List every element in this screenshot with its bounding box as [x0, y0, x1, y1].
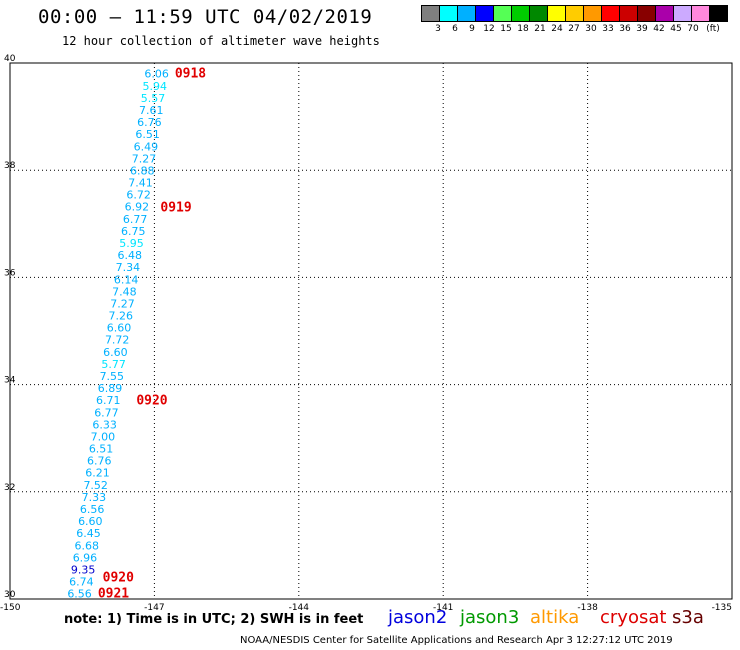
time-stamp-label: 0919 — [160, 201, 191, 216]
wave-height-track: 6.065.945.577.616.766.516.497.276.887.41… — [67, 68, 169, 601]
wave-height-value: 6.45 — [76, 527, 101, 540]
lat-label: 30 — [4, 590, 16, 600]
wave-height-value: 6.56 — [80, 503, 105, 516]
map-frame — [9, 62, 733, 600]
scale-label: 42 — [653, 24, 665, 34]
scale-label: 27 — [568, 24, 580, 34]
legend-altika: altika — [530, 607, 580, 628]
footnote: note: 1) Time is in UTC; 2) SWH is in fe… — [64, 612, 364, 627]
scale-label: 6 — [452, 24, 458, 34]
lon-label: -144 — [289, 603, 310, 613]
wave-height-value: 5.95 — [119, 237, 144, 250]
wave-height-value: 6.92 — [125, 201, 150, 214]
legend-s3a: s3a — [672, 607, 704, 628]
wave-height-value: 6.77 — [94, 406, 119, 419]
wave-height-value: 6.60 — [103, 346, 128, 359]
wave-height-value: 6.56 — [67, 588, 92, 601]
map-subtitle: 12 hour collection of altimeter wave hei… — [62, 34, 380, 48]
scale-label: 18 — [517, 24, 529, 34]
scale-label: 24 — [551, 24, 563, 34]
lon-label: -147 — [144, 603, 164, 613]
wave-height-value: 6.89 — [98, 382, 123, 395]
wave-height-value: 6.60 — [107, 322, 132, 335]
wave-height-color-scale: 3 6 9 12 15 18 21 24 27 30 33 36 39 42 45 70 (ft) — [421, 5, 728, 38]
wave-height-value: 5.77 — [101, 358, 126, 371]
lon-label: -135 — [712, 603, 732, 613]
wave-height-value: 6.76 — [137, 116, 162, 129]
wave-height-value: 6.71 — [96, 394, 121, 407]
scale-label: 45 — [670, 24, 682, 34]
color-swatch — [709, 5, 728, 22]
wave-height-value: 7.61 — [139, 104, 164, 117]
wave-height-value: 7.26 — [109, 310, 134, 323]
wave-height-value: 6.48 — [117, 249, 142, 262]
scale-label: 70 — [687, 24, 699, 34]
scale-unit-label: (ft) — [706, 24, 720, 34]
scale-label: 39 — [636, 24, 648, 34]
lon-label: -138 — [577, 603, 598, 613]
color-swatch-row — [421, 5, 728, 22]
wave-height-value: 6.49 — [134, 140, 159, 153]
wave-height-value: 6.14 — [114, 273, 139, 286]
wave-height-value: 7.41 — [128, 177, 153, 190]
lat-label: 36 — [4, 268, 16, 278]
wave-height-value: 7.33 — [82, 491, 107, 504]
scale-labels: 3 6 9 12 15 18 21 24 27 30 33 36 39 42 45 70 (ft) — [422, 24, 728, 38]
wave-height-value: 6.74 — [69, 576, 94, 589]
scale-label: 21 — [534, 24, 546, 34]
wave-height-value: 6.06 — [144, 68, 169, 81]
wave-height-value: 6.68 — [74, 539, 99, 552]
wave-height-value: 6.88 — [130, 164, 155, 177]
wave-height-value: 6.21 — [85, 467, 110, 480]
lon-label: -150 — [0, 603, 21, 613]
wave-height-value: 7.72 — [105, 334, 130, 347]
wave-height-value: 5.57 — [141, 92, 166, 105]
lat-label: 32 — [4, 483, 15, 493]
wave-height-value: 9.35 — [71, 563, 96, 576]
wave-height-value: 6.51 — [89, 443, 114, 456]
axis-labels: 40 38 36 34 32 30 -150 -147 -144 -141 -138 -135 — [0, 54, 732, 613]
wave-height-value: 6.72 — [126, 189, 151, 202]
scale-label: 9 — [469, 24, 475, 34]
scale-label: 12 — [483, 24, 495, 34]
wave-height-value: 6.51 — [135, 128, 160, 141]
wave-height-value: 6.75 — [121, 225, 146, 238]
scale-label: 3 — [435, 24, 441, 34]
time-stamp-label: 0920 — [103, 571, 134, 586]
legend-cryosat: cryosat — [600, 607, 667, 628]
lat-label: 40 — [4, 54, 16, 64]
scale-label: 36 — [619, 24, 631, 34]
wave-height-value: 7.27 — [132, 152, 157, 165]
scale-label: 33 — [602, 24, 614, 34]
legend-jason3: jason3 — [460, 607, 520, 628]
wave-height-value: 7.34 — [116, 261, 141, 274]
time-stamp-label: 0921 — [98, 587, 129, 602]
wave-height-value: 6.33 — [92, 418, 117, 431]
lat-label: 34 — [4, 376, 16, 386]
wave-height-value: 7.00 — [91, 430, 116, 443]
lat-label: 38 — [4, 161, 16, 171]
map-title: 00:00 – 11:59 UTC 04/02/2019 — [38, 6, 373, 28]
credit-line: NOAA/NESDIS Center for Satellite Applica… — [240, 635, 673, 646]
wave-height-value: 6.76 — [87, 455, 112, 468]
wave-height-value: 7.55 — [100, 370, 125, 383]
scale-label: 30 — [585, 24, 597, 34]
wave-height-value: 6.96 — [73, 551, 98, 564]
wave-height-value: 7.48 — [112, 285, 137, 298]
time-stamp-label: 0918 — [175, 67, 206, 82]
wave-height-value: 6.77 — [123, 213, 148, 226]
time-stamp-label: 0920 — [136, 394, 167, 409]
lon-label: -141 — [433, 603, 453, 613]
wave-height-value: 7.27 — [110, 297, 135, 310]
wave-height-value: 6.60 — [78, 515, 103, 528]
wave-height-value: 7.52 — [83, 479, 108, 492]
legend-jason2: jason2 — [388, 607, 448, 628]
wave-height-value: 5.94 — [143, 80, 168, 93]
scale-label: 15 — [500, 24, 512, 34]
graticule — [10, 63, 732, 599]
